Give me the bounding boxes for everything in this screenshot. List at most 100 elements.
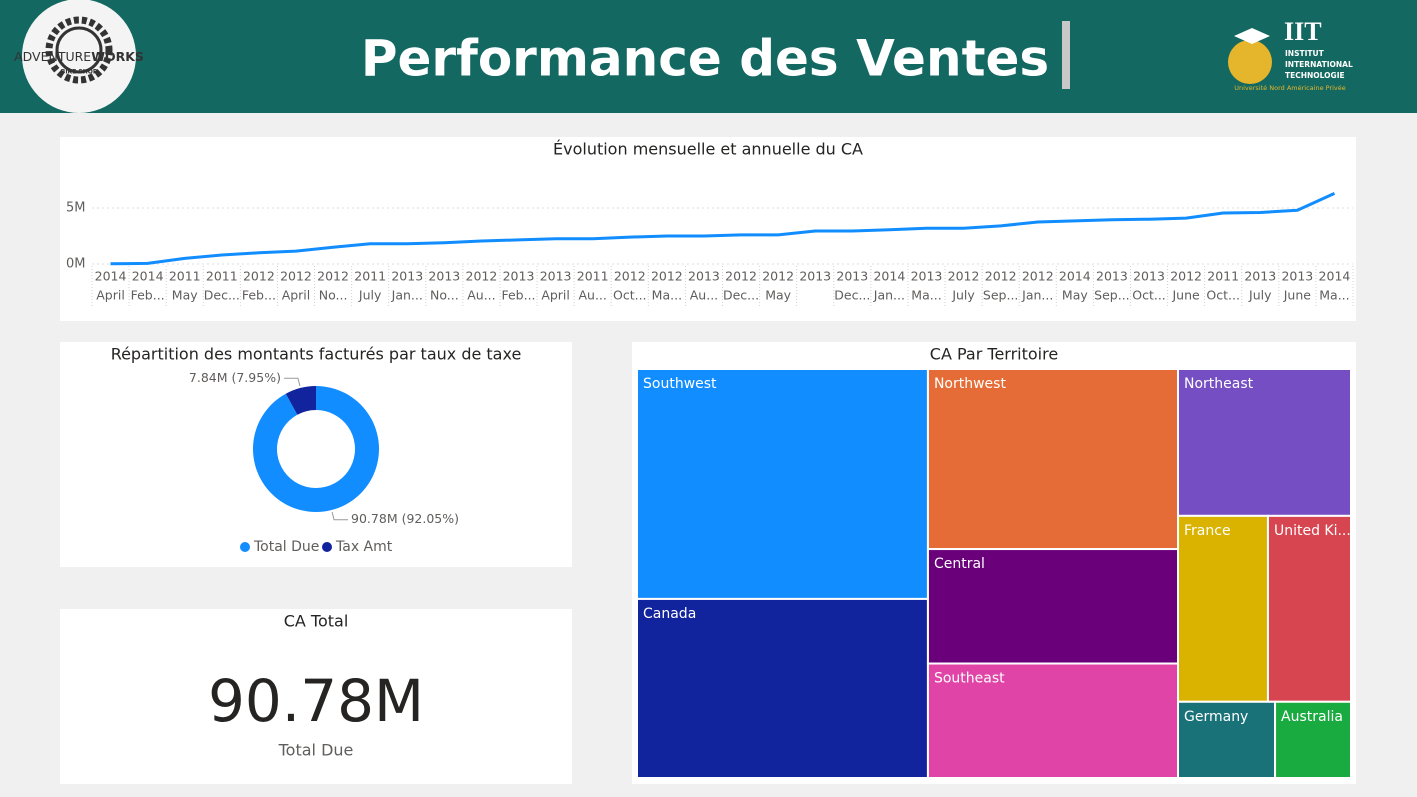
legend-marker [240, 542, 250, 552]
x-tick-label: 2014 [1319, 269, 1351, 284]
treemap-label: Germany [1184, 709, 1248, 725]
logo-name-light: ADVENTURE [14, 49, 91, 64]
iit-line: INSTITUT [1285, 49, 1325, 58]
treemap-cell [636, 597, 929, 779]
treemap-label: Central [934, 556, 985, 572]
x-tick-label: Au... [467, 288, 495, 303]
legend-label: Total Due [253, 539, 319, 555]
x-tick-label: May [172, 288, 198, 303]
gear-icon [55, 26, 103, 74]
x-tick-label: April [541, 288, 570, 303]
x-tick-label: 2013 [836, 269, 868, 284]
leader-line [283, 377, 301, 387]
iit-name: IIT [1284, 17, 1322, 46]
treemap-cell [926, 662, 1180, 779]
legend-label: Tax Amt [335, 539, 393, 555]
x-tick-label: 2013 [428, 269, 460, 284]
treemap-label: France [1184, 523, 1231, 539]
x-tick-label: Jan... [1021, 288, 1053, 303]
x-tick-label: 2014 [132, 269, 164, 284]
x-tick-label: 2013 [1133, 269, 1165, 284]
chart-title: Répartition des montants facturés par ta… [111, 345, 522, 364]
chart-title: CA Par Territoire [930, 345, 1058, 364]
x-tick-label: June [1283, 288, 1312, 303]
x-tick-label: 2011 [169, 269, 201, 284]
iit-cap [1234, 28, 1270, 44]
treemap-cell [1177, 368, 1352, 517]
x-tick-label: July [951, 288, 975, 303]
x-tick-label: June [1171, 288, 1200, 303]
x-tick-label: Dec... [204, 288, 240, 303]
x-tick-label: 2013 [1244, 269, 1276, 284]
x-tick-label: 2013 [1281, 269, 1313, 284]
treemap-label: Northeast [1184, 376, 1254, 392]
x-tick-label: Jan... [391, 288, 423, 303]
data-label: 90.78M (92.05%) [351, 511, 459, 526]
x-tick-label: 2012 [651, 269, 683, 284]
x-tick-label: 2013 [799, 269, 831, 284]
donut-slice [285, 386, 316, 415]
y-tick-label: 5M [66, 201, 86, 216]
x-tick-label: No... [430, 288, 459, 303]
data-label: 7.84M (7.95%) [189, 370, 281, 385]
x-tick-label: 2012 [317, 269, 349, 284]
treemap-label: United Ki... [1274, 523, 1351, 539]
iit-line: INTERNATIONAL [1285, 60, 1353, 69]
x-tick-label: May [1062, 288, 1088, 303]
treemap-cell [1274, 700, 1352, 780]
logo-name-bold: WORKS [91, 49, 144, 64]
treemap-cell [1266, 514, 1353, 703]
divider [1062, 21, 1070, 89]
x-tick-label: Sep... [983, 288, 1018, 303]
header-bar [0, 0, 1417, 113]
x-tick-label: July [1248, 288, 1272, 303]
x-tick-label: 2014 [873, 269, 905, 284]
x-tick-label: 2012 [1170, 269, 1202, 284]
x-tick-label: April [96, 288, 125, 303]
x-tick-label: 2012 [614, 269, 646, 284]
x-tick-label: Jan... [873, 288, 905, 303]
iit-tagline: Université Nord Américaine Privée [1234, 84, 1346, 92]
treemap-label: Northwest [934, 376, 1007, 392]
chart-title: Évolution mensuelle et annuelle du CA [553, 140, 863, 159]
y-tick-label: 0M [66, 257, 86, 272]
treemap-cell [926, 368, 1180, 551]
x-tick-label: 2011 [1207, 269, 1239, 284]
x-tick-label: May [765, 288, 791, 303]
x-tick-label: 2012 [1022, 269, 1054, 284]
x-tick-label: 2013 [1096, 269, 1128, 284]
leader-line [331, 511, 349, 521]
left-logo-circle [22, 0, 136, 113]
page-title: Performance des Ventes [361, 30, 1049, 88]
x-tick-label: Feb... [242, 288, 276, 303]
panel [60, 137, 1356, 321]
treemap-cell [926, 548, 1180, 665]
x-tick-label: Ma... [911, 288, 941, 303]
x-tick-label: 2014 [95, 269, 127, 284]
treemap-label: Southeast [934, 671, 1005, 687]
x-tick-label: Au... [690, 288, 718, 303]
treemap-cell [636, 368, 929, 600]
gear-icon [45, 16, 113, 84]
x-tick-label: No... [319, 288, 348, 303]
x-tick-label: 2013 [391, 269, 423, 284]
x-tick-label: 2011 [354, 269, 386, 284]
line [110, 192, 1336, 266]
panel [60, 342, 572, 567]
x-tick-label: Oct... [1132, 288, 1166, 303]
left-logo-tagline: BIKE SHOP [61, 69, 98, 76]
treemap-cell [1177, 514, 1269, 703]
x-tick-label: 2013 [911, 269, 943, 284]
x-tick-label: 2011 [577, 269, 609, 284]
x-tick-label: 2012 [466, 269, 498, 284]
x-tick-label: Au... [578, 288, 606, 303]
treemap-label: Canada [643, 606, 696, 622]
x-tick-label: 2012 [762, 269, 794, 284]
x-tick-label: Dec... [723, 288, 759, 303]
card-title: CA Total [284, 612, 349, 631]
x-tick-label: 2012 [948, 269, 980, 284]
panel [60, 609, 572, 784]
x-tick-label: April [282, 288, 311, 303]
x-tick-label: 2014 [1059, 269, 1091, 284]
